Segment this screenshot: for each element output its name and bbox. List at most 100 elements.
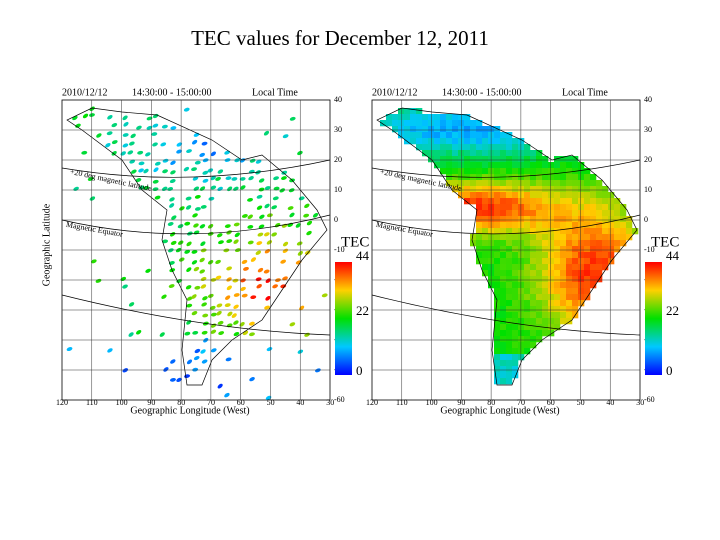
tec-sample: [303, 213, 310, 218]
tec-cell: [524, 192, 531, 199]
slide-title: TEC values for December 12, 2011: [191, 26, 489, 50]
tec-cell: [566, 156, 573, 163]
tec-sample: [266, 213, 273, 218]
tec-cell: [416, 138, 423, 145]
tec-sample: [249, 321, 255, 326]
tec-cell: [500, 330, 507, 337]
lon-tick-label: 70: [207, 398, 215, 407]
tec-cell: [500, 324, 507, 331]
tec-cell: [416, 126, 423, 133]
tec-cell: [404, 126, 411, 133]
tec-cell: [500, 234, 507, 241]
tec-cell: [506, 168, 513, 175]
tec-cell: [536, 318, 543, 325]
tec-cell: [536, 156, 543, 163]
tec-cell: [602, 234, 609, 241]
tec-cell: [590, 258, 597, 265]
tec-cell: [494, 192, 501, 199]
tec-cell: [494, 156, 501, 163]
tec-cell: [566, 270, 573, 277]
tec-cell: [530, 228, 537, 235]
tec-cell: [506, 210, 513, 217]
tec-cell: [560, 162, 567, 169]
tec-cell: [506, 264, 513, 271]
tec-sample: [191, 294, 197, 299]
tec-cell: [500, 288, 507, 295]
tec-cell: [548, 222, 555, 229]
panel-time-range: 14:30:00 - 15:00:00: [442, 87, 521, 98]
tec-cell: [530, 306, 537, 313]
tec-cell: [494, 282, 501, 289]
magnetic-south-line: [371, 294, 641, 336]
tec-cell: [596, 216, 603, 223]
tec-cell: [524, 228, 531, 235]
tec-cell: [620, 234, 627, 241]
tec-sample: [136, 125, 142, 130]
tec-cell: [446, 150, 453, 157]
tec-cell: [590, 198, 597, 205]
tec-cell: [536, 312, 543, 319]
tec-sample: [281, 223, 288, 228]
tec-cell: [506, 324, 513, 331]
tec-cell: [560, 156, 567, 163]
lat-tick-label: 20: [644, 155, 652, 164]
tec-cell: [548, 198, 555, 205]
tec-sample: [258, 187, 265, 192]
tec-cell: [524, 300, 531, 307]
tec-cell: [494, 354, 501, 361]
tec-cell: [524, 318, 531, 325]
tec-sample: [282, 134, 289, 139]
tec-cell: [584, 222, 591, 229]
tec-cell: [476, 138, 483, 145]
tec-cell: [584, 288, 591, 295]
tec-sample: [183, 166, 190, 172]
tec-cell: [512, 216, 519, 223]
tec-cell: [566, 318, 573, 325]
tec-sample: [282, 248, 289, 254]
tec-sample: [299, 305, 305, 311]
tec-cell: [548, 240, 555, 247]
tec-cell: [500, 252, 507, 259]
tec-cell: [434, 162, 441, 169]
tec-cell: [602, 228, 609, 235]
tec-cell: [422, 138, 429, 145]
tec-cell: [482, 138, 489, 145]
tec-cell: [440, 144, 447, 151]
tec-sample: [210, 329, 217, 334]
tec-cell: [584, 258, 591, 265]
tec-cell: [434, 138, 441, 145]
tec-cell: [518, 234, 525, 241]
tec-sample: [248, 176, 254, 181]
tec-cell: [512, 348, 519, 355]
tec-cell: [506, 312, 513, 319]
tec-sample: [152, 113, 159, 119]
tec-cell: [470, 186, 477, 193]
tec-sample: [233, 320, 239, 325]
tec-cell: [446, 180, 453, 187]
lon-tick-label: 80: [487, 398, 495, 407]
tec-sample: [264, 203, 270, 209]
tec-cell: [494, 276, 501, 283]
tec-cell: [566, 258, 573, 265]
tec-cell: [518, 204, 525, 211]
tec-cell: [542, 330, 549, 337]
tec-cell: [476, 186, 483, 193]
tec-cell: [596, 234, 603, 241]
tec-cell: [554, 324, 561, 331]
tec-cell: [470, 120, 477, 127]
colorbar-label: 22: [666, 303, 679, 318]
tec-cell: [578, 264, 585, 271]
tec-sample: [152, 142, 158, 147]
tec-sample: [210, 185, 217, 190]
tec-sample: [194, 194, 201, 199]
tec-cell: [536, 288, 543, 295]
tec-cell: [380, 120, 387, 127]
tec-cell: [482, 234, 489, 241]
tec-sample: [258, 224, 265, 229]
tec-cell: [500, 180, 507, 187]
tec-cell: [494, 366, 501, 373]
tec-cell: [452, 156, 459, 163]
tec-cell: [530, 288, 537, 295]
tec-cell: [560, 282, 567, 289]
tec-sample: [234, 232, 240, 238]
